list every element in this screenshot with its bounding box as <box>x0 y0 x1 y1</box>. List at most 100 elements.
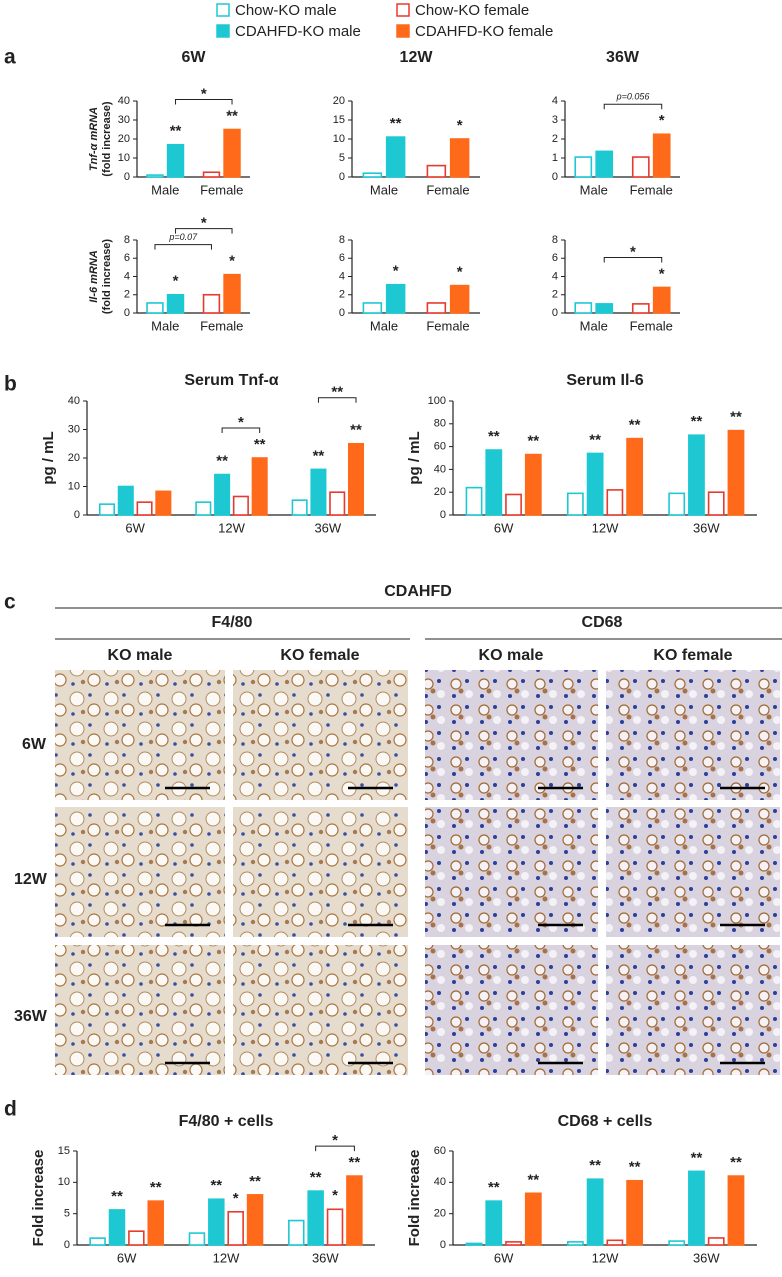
bar <box>347 442 365 516</box>
bar <box>291 499 308 516</box>
bar <box>566 1241 584 1246</box>
bar <box>147 1200 164 1246</box>
micrographs <box>55 670 780 1075</box>
y-tick-label: 15 <box>333 114 345 126</box>
y-tick-label: 10 <box>68 480 80 492</box>
legend: Chow-KO male CDAHFD-KO male Chow-KO fema… <box>216 2 553 40</box>
bar <box>631 156 650 178</box>
significance-bracket <box>221 427 261 433</box>
significance: * <box>457 117 463 134</box>
bar <box>652 133 671 178</box>
y-axis-label: pg / mL <box>406 431 423 484</box>
x-tick-label: Male <box>580 318 608 333</box>
significance: ** <box>488 428 500 445</box>
legend-label: Chow-KO male <box>235 2 337 19</box>
micrograph <box>55 807 225 937</box>
column-label: KO female <box>653 647 732 664</box>
x-tick-label: 12W <box>213 1250 240 1265</box>
significance-bracket <box>603 103 663 110</box>
bar <box>668 492 686 516</box>
chart-title: Serum Tnf-α <box>184 372 278 389</box>
bar <box>310 468 327 516</box>
significance: ** <box>730 409 742 426</box>
x-tick-label: Female <box>200 318 243 333</box>
bar <box>707 1237 725 1246</box>
bar <box>574 156 593 178</box>
legend-label: CDAHFD-KO male <box>235 23 361 40</box>
stain-label: F4/80 <box>212 614 253 631</box>
bar <box>146 302 164 314</box>
bracket-label: * <box>630 243 636 260</box>
y-tick-label: 2 <box>552 289 558 301</box>
significance-bracket <box>175 228 233 234</box>
significance: ** <box>589 431 601 448</box>
bar <box>362 302 383 314</box>
bar <box>485 1200 503 1246</box>
histology-title: CDAHFD <box>384 583 452 600</box>
significance: * <box>173 273 179 290</box>
y-axis-label: Fold increase <box>30 1150 47 1247</box>
bar <box>465 1242 483 1246</box>
significance: ** <box>589 1157 601 1174</box>
x-tick-label: Female <box>630 182 673 197</box>
y-tick-label: 0 <box>552 307 558 319</box>
bracket-label: * <box>201 215 207 232</box>
y-axis-label: Fold increase <box>406 1150 423 1247</box>
y-tick-label: 8 <box>552 234 558 246</box>
bar <box>595 303 614 314</box>
bar <box>606 489 624 516</box>
x-tick-label: Female <box>426 318 469 333</box>
bar <box>208 1198 225 1246</box>
micrograph <box>606 807 780 937</box>
significance: ** <box>629 417 641 434</box>
x-tick-label: Male <box>151 318 179 333</box>
bar <box>202 171 221 178</box>
bar <box>362 172 383 178</box>
bar <box>707 491 725 516</box>
bar <box>574 302 593 314</box>
panel-label: b <box>4 373 17 396</box>
y-tick-label: 2 <box>339 289 345 301</box>
y-tick-label: 40 <box>434 463 446 475</box>
significance: ** <box>629 1159 641 1176</box>
x-tick-label: 6W <box>117 1250 137 1265</box>
x-tick-label: 12W <box>592 1250 619 1265</box>
x-tick-label: 12W <box>218 520 245 535</box>
x-tick-label: Female <box>630 318 673 333</box>
x-tick-label: 36W <box>693 1250 720 1265</box>
panel-label: c <box>4 591 16 614</box>
column-label: KO male <box>108 647 173 664</box>
x-tick-label: Male <box>370 318 398 333</box>
bar <box>166 293 185 314</box>
column-label: KO female <box>280 647 359 664</box>
bar <box>606 1239 624 1246</box>
y-tick-label: 0 <box>440 1239 446 1251</box>
x-tick-label: 6W <box>125 520 145 535</box>
micrograph <box>55 945 225 1075</box>
y-tick-label: 10 <box>333 133 345 145</box>
bar <box>566 492 584 516</box>
y-tick-label: 0 <box>552 171 558 183</box>
significance: * <box>229 253 235 270</box>
significance: ** <box>691 413 703 430</box>
bar <box>586 1178 604 1246</box>
significance-bracket <box>317 397 357 403</box>
bar <box>232 495 249 516</box>
y-tick-label: 1 <box>552 152 558 164</box>
micrograph <box>233 670 408 800</box>
bar <box>307 1190 324 1246</box>
bar <box>227 1210 244 1246</box>
bar <box>426 302 447 314</box>
y-tick-label: 80 <box>434 418 446 430</box>
y-tick-label: 10 <box>118 152 130 164</box>
significance: ** <box>313 447 325 464</box>
bar <box>89 1237 106 1246</box>
y-axis-label: Il-6 mRNA <box>88 250 100 303</box>
micrograph <box>606 945 780 1075</box>
bar <box>524 1192 542 1246</box>
significance: ** <box>226 107 238 124</box>
column-label: KO male <box>479 647 544 664</box>
y-tick-label: 0 <box>440 509 446 521</box>
y-tick-label: 5 <box>64 1208 70 1220</box>
bar <box>505 493 522 516</box>
